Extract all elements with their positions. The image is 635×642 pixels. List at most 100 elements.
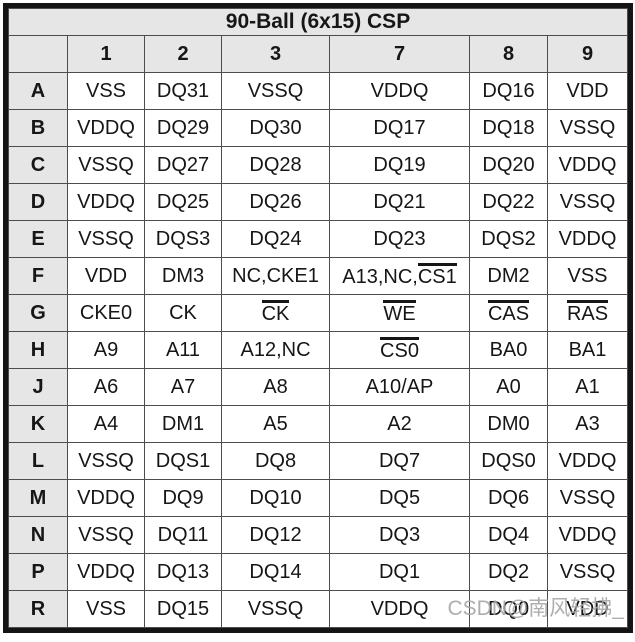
ball-cell: A12,NC (221, 331, 330, 369)
table-row: J A6 A7 A8 A10/AP A0 A1 (8, 368, 628, 406)
row-label: K (8, 405, 68, 443)
ball-cell: DQ0 (469, 590, 548, 628)
ball-cell: DQ8 (221, 442, 330, 480)
ball-cell: WE (329, 294, 470, 332)
ball-cell: A1 (547, 368, 628, 406)
signal-text: A4 (93, 412, 119, 435)
ball-cell: VDDQ (67, 479, 145, 517)
signal-text: A7 (170, 375, 196, 398)
column-header-row: 1 2 3 7 8 9 (8, 35, 628, 73)
ball-cell: VDDQ (329, 72, 470, 110)
ball-cell: DM2 (469, 257, 548, 295)
column-header-8: 8 (469, 35, 548, 73)
signal-text: A8 (263, 375, 288, 398)
ball-cell: VSSQ (547, 183, 628, 221)
signal-text: DQ23 (373, 227, 426, 250)
ball-cell: A4 (67, 405, 145, 443)
signal-text: A11 (165, 338, 201, 361)
signal-text: VSSQ (247, 79, 304, 102)
signal-text: DQ10 (249, 486, 302, 509)
ball-cell: DQ30 (221, 109, 330, 147)
ball-cell: VDDQ (547, 146, 628, 184)
ball-cell: A8 (221, 368, 330, 406)
ball-cell: VSS (67, 590, 145, 628)
ball-cell: VDDQ (67, 109, 145, 147)
signal-text: VDDQ (77, 560, 135, 583)
ball-cell: VSS (67, 72, 145, 110)
ball-cell: VDD (547, 590, 628, 628)
ball-cell: CK (144, 294, 222, 332)
ball-cell: VSSQ (547, 479, 628, 517)
ball-cell: DQ25 (144, 183, 222, 221)
signal-text: DQ5 (378, 486, 421, 509)
ball-cell: DQ31 (144, 72, 222, 110)
ball-cell: DQ11 (144, 516, 222, 554)
table-row: E VSSQ DQS3 DQ24 DQ23 DQS2 VDDQ (8, 220, 628, 258)
corner-cell (8, 35, 68, 73)
signal-text: VDDQ (370, 79, 429, 102)
overlined-signal: CS1 (417, 263, 457, 288)
ball-map-table-frame: 90-Ball (6x15) CSP 1 2 3 7 8 9 A VSS DQ31 V… (3, 3, 633, 633)
signal-text: VDDQ (77, 486, 135, 509)
ball-cell: DQ18 (469, 109, 548, 147)
row-label: D (8, 183, 68, 221)
signal-text: DQ9 (162, 486, 204, 509)
signal-text: DQ12 (249, 523, 302, 546)
signal-text: DM3 (161, 264, 205, 287)
ball-cell: DQ15 (144, 590, 222, 628)
signal-text: A0 (496, 375, 521, 398)
signal-text: DQ18 (482, 116, 535, 139)
signal-text: VSS (85, 597, 127, 620)
signal-text: DQ24 (249, 227, 302, 250)
ball-cell: DQ13 (144, 553, 222, 591)
signal-text: DQ3 (378, 523, 421, 546)
ball-cell: DQ16 (469, 72, 548, 110)
signal-text: DQ25 (156, 190, 210, 213)
ball-map-table: 90-Ball (6x15) CSP 1 2 3 7 8 9 A VSS DQ31 V… (8, 8, 628, 628)
ball-map-body: A VSS DQ31 VSSQ VDDQ DQ16 VDD B VDDQ DQ29 DQ30 DQ17… (8, 72, 628, 628)
ball-cell: A0 (469, 368, 548, 406)
signal-text: VSSQ (559, 116, 616, 139)
signal-text: DM2 (487, 264, 530, 287)
row-label: G (8, 294, 68, 332)
signal-text: VDD (566, 597, 609, 620)
signal-text: DQ20 (482, 153, 535, 176)
signal-text: DQ30 (249, 116, 302, 139)
ball-cell: VDDQ (67, 183, 145, 221)
signal-text: A12,NC (240, 338, 311, 361)
ball-cell: BA1 (547, 331, 628, 369)
ball-cell: DQ23 (329, 220, 470, 258)
table-row: P VDDQ DQ13 DQ14 DQ1 DQ2 VSSQ (8, 553, 628, 591)
ball-cell: DM0 (469, 405, 548, 443)
table-row: L VSSQ DQS1 DQ8 DQ7 DQS0 VDDQ (8, 442, 628, 480)
signal-text: DQ0 (487, 597, 530, 620)
signal-text: VSS (567, 264, 608, 287)
row-label: E (8, 220, 68, 258)
ball-cell: DQ3 (329, 516, 470, 554)
signal-text: DM0 (487, 412, 530, 435)
ball-cell: VSSQ (221, 590, 330, 628)
ball-cell: VSSQ (547, 109, 628, 147)
signal-text: CKE0 (79, 301, 133, 324)
signal-text: DQ1 (378, 560, 421, 583)
signal-text: DQ29 (156, 116, 210, 139)
row-label: J (8, 368, 68, 406)
signal-text: DQ13 (156, 560, 210, 583)
ball-cell: CS0 (329, 331, 470, 369)
row-label: B (8, 109, 68, 147)
signal-text: A13,NC, (342, 266, 418, 288)
table-row: C VSSQ DQ27 DQ28 DQ19 DQ20 VDDQ (8, 146, 628, 184)
column-header-3: 3 (221, 35, 330, 73)
signal-text: CK (169, 301, 197, 324)
ball-cell: A3 (547, 405, 628, 443)
ball-cell: VSSQ (67, 516, 145, 554)
signal-text: BA1 (568, 338, 607, 361)
signal-text: BA0 (489, 338, 528, 361)
signal-text: VDD (566, 79, 609, 102)
row-label: N (8, 516, 68, 554)
table-row: A VSS DQ31 VSSQ VDDQ DQ16 VDD (8, 72, 628, 110)
ball-cell: VDDQ (547, 516, 628, 554)
ball-cell: DM1 (144, 405, 222, 443)
signal-text: VSSQ (78, 153, 134, 176)
signal-text: A6 (93, 375, 119, 398)
